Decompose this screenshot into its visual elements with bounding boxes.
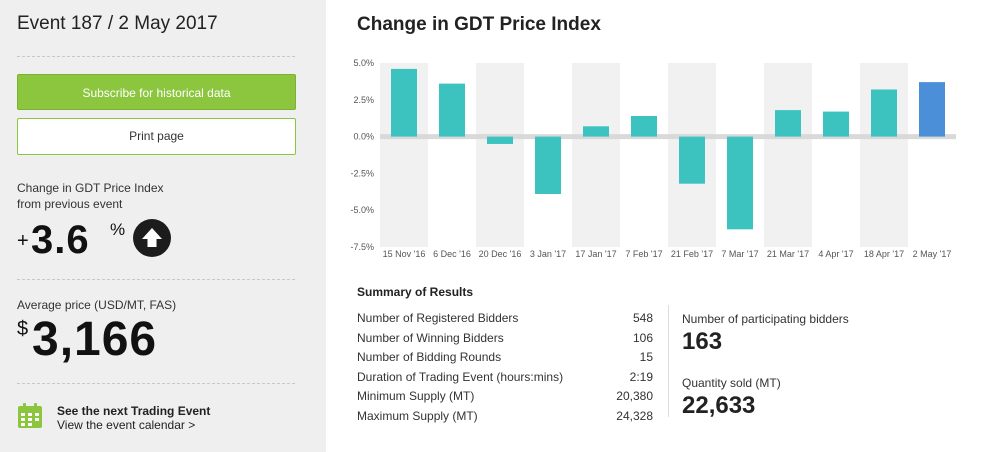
y-tick-label: 2.5% [353,95,374,105]
chart-bar [583,126,609,137]
y-tick-label: -5.0% [350,205,374,215]
summary-value: 24,328 [616,408,653,423]
calendar-icon [17,403,43,429]
x-tick-label: 2 May '17 [913,249,952,259]
summary-row: Duration of Trading Event (hours:mins) 2… [357,369,653,389]
price-index-chart: 5.0% 2.5% 0.0% -2.5% -5.0% -7.5% 15 Nov '16 6 D… [350,58,956,259]
x-tick-label: 15 Nov '16 [383,249,426,259]
x-tick-label: 6 Dec '16 [433,249,471,259]
x-tick-label: 4 Apr '17 [818,249,853,259]
participating-bidders-value: 163 [682,328,723,355]
average-price-currency: $ [17,318,29,340]
divider [17,56,295,57]
summary-label: Number of Bidding Rounds [357,350,502,364]
summary-value: 548 [632,311,653,325]
summary-table: Number of Registered Bidders 548 Number … [357,310,653,427]
y-tick-label: -7.5% [350,242,374,252]
summary-value: 20,380 [616,389,653,403]
subscribe-button[interactable]: Subscribe for historical data [17,74,296,110]
chart-bar [439,83,465,137]
summary-label: Number of Winning Bidders [357,330,504,345]
price-index-sign: + [17,230,29,252]
summary-row: Minimum Supply (MT) 20,380 [357,388,653,408]
summary-row: Maximum Supply (MT) 24,328 [357,408,653,428]
summary-label: Maximum Supply (MT) [357,408,478,423]
average-price-label: Average price (USD/MT, FAS) [17,298,177,312]
chart-bar [631,115,657,137]
print-button[interactable]: Print page [17,118,296,155]
summary-value: 106 [632,330,653,345]
chart-bar [727,136,753,230]
y-tick-label: 5.0% [353,58,374,68]
chart-bar [487,136,513,144]
chart-band [572,63,620,247]
quantity-sold-value: 22,633 [682,392,756,419]
quantity-sold-label: Quantity sold (MT) [682,376,781,390]
x-tick-label: 17 Jan '17 [575,249,616,259]
chart-bar [871,89,897,137]
event-title: Event 187 / 2 May 2017 [17,13,218,34]
price-index-number: 3.6 [31,218,90,262]
chart-bar [535,136,561,195]
x-tick-label: 21 Mar '17 [767,249,809,259]
arrow-up-icon [133,219,171,257]
summary-value: 15 [639,350,653,364]
vertical-divider [668,305,669,417]
x-tick-label: 21 Feb '17 [671,249,713,259]
x-tick-label: 7 Mar '17 [721,249,758,259]
summary-title: Summary of Results [357,285,474,299]
price-index-label-line1: Change in GDT Price Index [17,181,164,195]
next-event-title: See the next Trading Event [57,404,211,418]
chart-title: Change in GDT Price Index [357,14,601,35]
summary-label: Minimum Supply (MT) [357,389,475,403]
average-price-number: 3,166 [32,313,158,366]
participating-bidders-label: Number of participating bidders [682,312,849,326]
summary-row: Number of Bidding Rounds 15 [357,349,653,369]
divider [17,383,295,384]
x-tick-label: 3 Jan '17 [530,249,566,259]
summary-label: Duration of Trading Event (hours:mins) [357,369,564,384]
price-index-label: Change in GDT Price Index from previous … [17,180,164,212]
chart-bar [823,111,849,137]
price-index-label-line2: from previous event [17,197,123,211]
divider [17,279,295,280]
x-tick-label: 18 Apr '17 [864,249,904,259]
y-tick-label: -2.5% [350,168,374,178]
chart-bar [919,82,945,137]
event-calendar-link[interactable]: View the event calendar > [57,418,196,432]
x-tick-label: 20 Dec '16 [479,249,522,259]
summary-label: Number of Registered Bidders [357,311,519,325]
chart-bar [679,136,705,184]
summary-row: Number of Registered Bidders 548 [357,310,653,330]
y-tick-label: 0.0% [353,132,374,142]
chart-bar [391,68,417,137]
sidebar: Event 187 / 2 May 2017 Subscribe for his… [0,0,326,452]
summary-value: 2:19 [629,369,653,384]
price-index-unit: % [110,220,126,239]
chart-band [764,63,812,247]
chart-band [476,63,524,247]
x-tick-label: 7 Feb '17 [625,249,662,259]
chart-bar [775,110,801,137]
summary-row: Number of Winning Bidders 106 [357,330,653,350]
